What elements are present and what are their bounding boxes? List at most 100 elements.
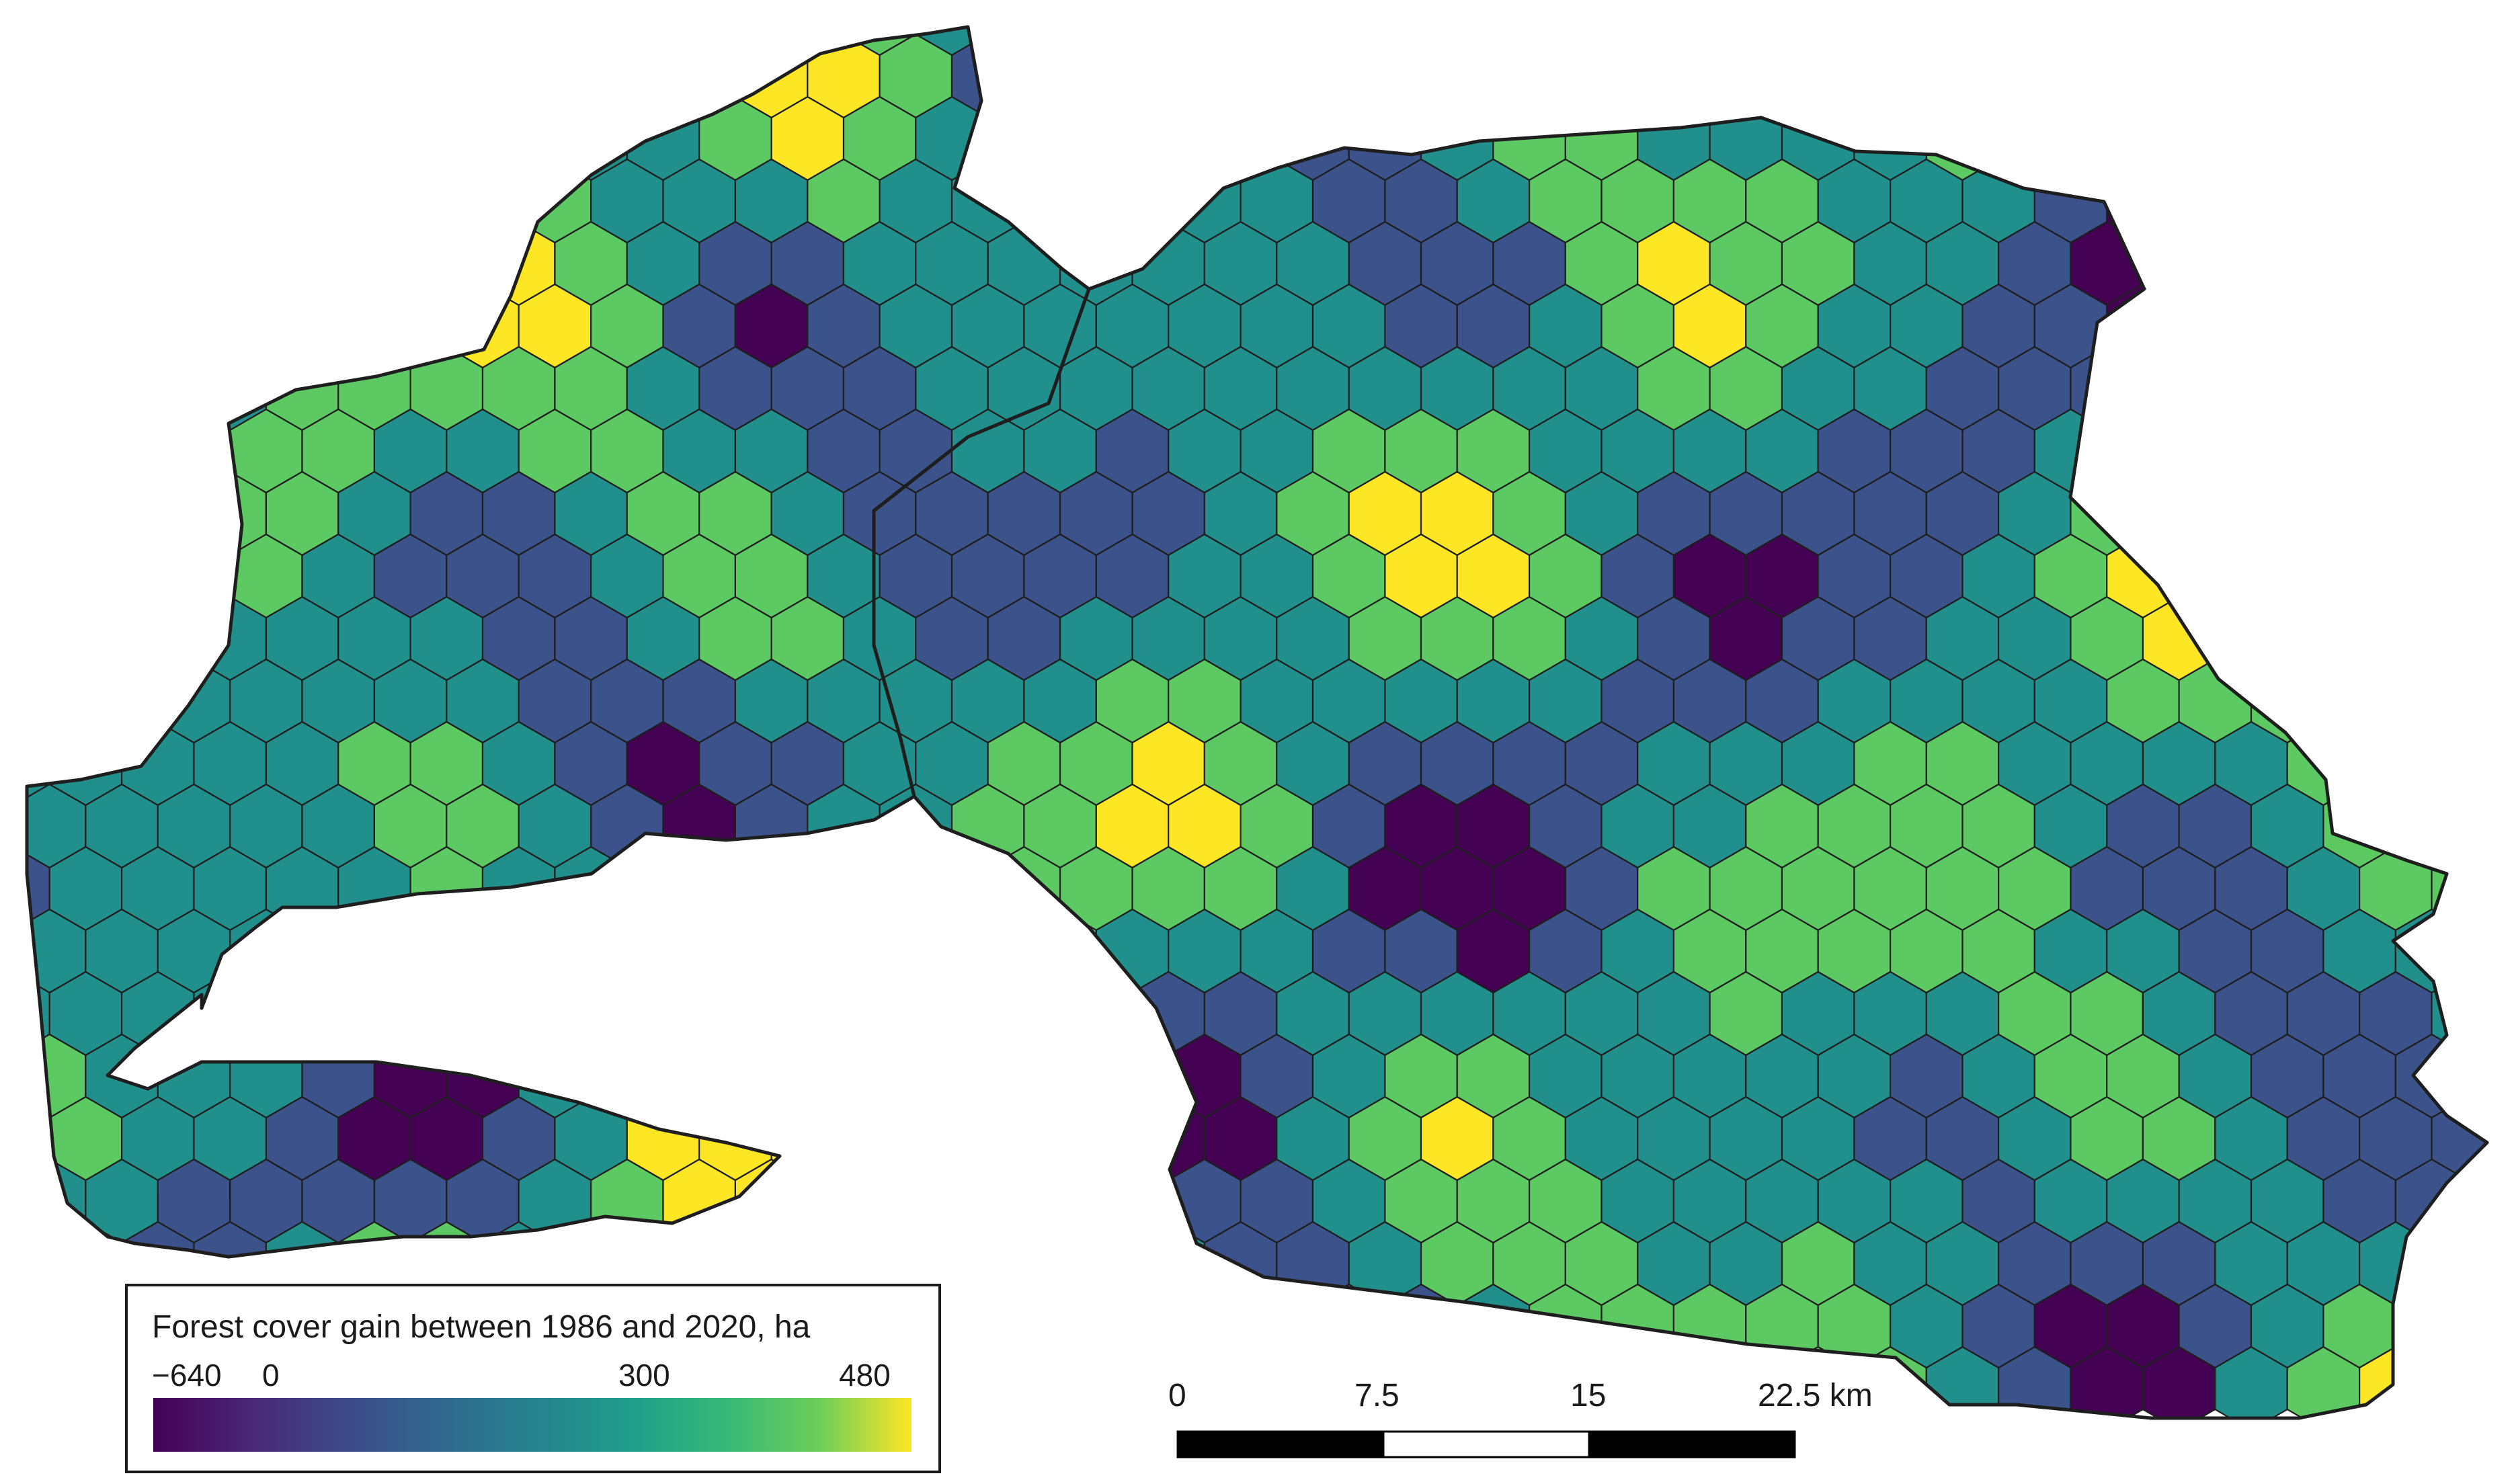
hex-cell <box>1203 27 1278 56</box>
scale-label-15: 15 <box>1570 1378 1606 1413</box>
hex-cell <box>337 971 411 1057</box>
hex-cell <box>915 971 989 1057</box>
hex-cell <box>446 908 520 994</box>
hex-cell <box>1059 1096 1133 1182</box>
hex-cell <box>2359 27 2433 56</box>
hex-cell <box>27 158 87 244</box>
hex-cell <box>121 470 195 556</box>
legend-tick-300: 300 <box>618 1358 670 1393</box>
hex-cell <box>2431 470 2487 556</box>
hex-cell <box>2359 720 2433 807</box>
hex-cell <box>1492 27 1566 56</box>
hex-cell <box>48 345 123 431</box>
hex-cell <box>915 846 989 932</box>
hex-cell <box>987 1221 1061 1307</box>
scale-label-7-5: 7.5 <box>1354 1378 1400 1413</box>
hex-cell <box>1890 33 1963 119</box>
hex-cell <box>121 95 195 181</box>
hex-cell <box>2250 283 2324 369</box>
hex-cell <box>1853 27 1927 56</box>
hex-cell <box>373 158 448 244</box>
hex-cell <box>2286 27 2361 56</box>
hex-cell <box>27 658 87 744</box>
hex-cell <box>2467 908 2487 994</box>
hex-cell <box>1276 1346 1350 1418</box>
hex-cell <box>157 33 231 119</box>
hex-cell <box>2178 33 2253 119</box>
hex-cell <box>842 971 917 1057</box>
hex-cell <box>27 1346 50 1418</box>
hex-cell <box>1059 1346 1133 1418</box>
hex-cell <box>2322 158 2396 244</box>
hex-cell <box>409 220 484 306</box>
hex-cell <box>879 908 953 994</box>
hex-cell <box>1023 1283 1097 1369</box>
hex-cell <box>337 27 411 56</box>
hex-cell <box>626 846 700 932</box>
hex-cell <box>770 1096 845 1182</box>
hex-cell <box>27 33 87 119</box>
hex-cell <box>27 595 50 682</box>
hex-cell <box>121 220 195 306</box>
hex-cell <box>373 908 448 994</box>
hex-cell <box>987 1096 1061 1182</box>
hex-cell <box>409 971 484 1057</box>
hex-cell <box>1203 95 1278 181</box>
hex-cell <box>2467 33 2487 119</box>
hex-cell <box>1023 33 1097 119</box>
hex-cell <box>2467 783 2487 869</box>
hex-cell <box>770 27 845 56</box>
hex-cell <box>987 95 1061 181</box>
hex-cell <box>1023 158 1097 244</box>
hex-cell <box>193 95 267 181</box>
hex-cell <box>2142 95 2216 181</box>
hex-cell <box>48 27 123 56</box>
hex-cell <box>2142 345 2216 431</box>
hex-cell <box>229 33 303 119</box>
hex-cell <box>2394 283 2469 369</box>
hex-cell <box>2286 595 2361 682</box>
hex-cell <box>590 908 664 994</box>
hex-cell <box>265 971 339 1057</box>
hex-cell <box>2359 220 2433 306</box>
hex-cell <box>950 1283 1025 1369</box>
scale-label-22-5-km: 22.5 km <box>1758 1378 1873 1413</box>
hex-cell <box>1709 27 1783 56</box>
hex-cell <box>2214 95 2288 181</box>
hex-cell <box>1240 1283 1314 1369</box>
hex-cell <box>85 283 159 369</box>
hex-cell <box>2214 345 2288 431</box>
hex-cell <box>481 27 556 56</box>
hex-cell <box>265 220 339 306</box>
hex-cell <box>27 1283 87 1369</box>
hex-cell <box>2394 658 2469 744</box>
hex-cell <box>2394 158 2469 244</box>
hex-cell <box>1492 1346 1566 1418</box>
hex-cell <box>950 1158 1025 1244</box>
hex-cell <box>879 1158 953 1244</box>
hex-cell <box>27 95 50 181</box>
hex-cell <box>1023 1158 1097 1244</box>
scale-segment-2 <box>1382 1430 1590 1458</box>
hex-cell <box>1961 33 2035 119</box>
hex-cell <box>2070 27 2144 56</box>
hex-cell <box>1168 33 1242 119</box>
hex-cell <box>698 27 772 56</box>
hex-cell <box>2467 1033 2487 1119</box>
hex-cell <box>662 908 737 994</box>
hex-cell <box>229 283 303 369</box>
scale-bar: 0 7.5 15 22.5 km <box>1168 1378 1873 1458</box>
hex-cell <box>2431 720 2487 807</box>
hex-cell <box>409 95 484 181</box>
hex-cell <box>2214 595 2288 682</box>
hex-cell <box>2178 158 2253 244</box>
hex-cell <box>879 1033 953 1119</box>
hex-cell <box>518 908 592 994</box>
hex-cell <box>2142 220 2216 306</box>
hex-cell <box>2322 408 2396 494</box>
hex-cell <box>2467 1158 2487 1244</box>
hex-cell <box>2322 33 2396 119</box>
hex-cell <box>2286 220 2361 306</box>
hex-cell <box>1059 1221 1133 1307</box>
